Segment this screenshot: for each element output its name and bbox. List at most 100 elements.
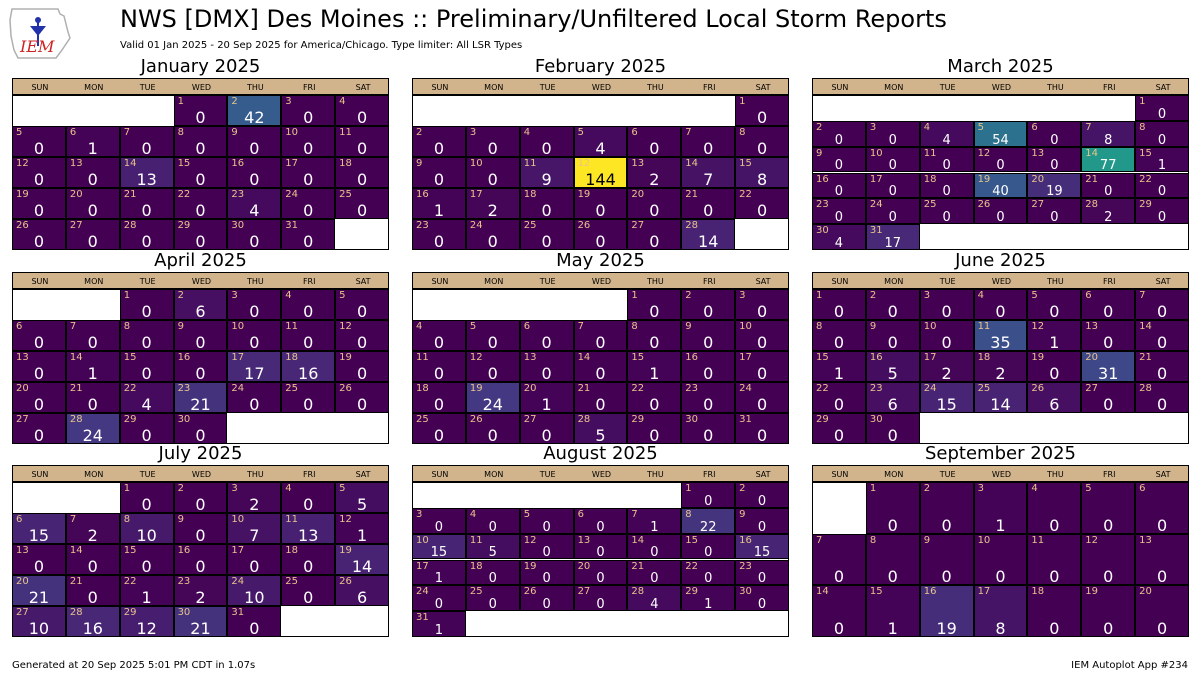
day-number: 15 bbox=[123, 545, 137, 556]
report-count: 0 bbox=[888, 132, 897, 148]
report-count: 0 bbox=[33, 333, 45, 352]
day-cell: 24 15 bbox=[919, 382, 974, 413]
day-number: 11 bbox=[285, 321, 299, 332]
day-number: 28 bbox=[123, 220, 137, 231]
day-cell: 12 1 bbox=[335, 513, 389, 544]
day-cell: 12 0 bbox=[335, 320, 389, 351]
day-cell: 12 144 bbox=[573, 157, 628, 188]
day-number: 28 bbox=[631, 586, 645, 598]
report-count: 0 bbox=[649, 302, 660, 321]
day-number: 29 bbox=[123, 607, 137, 618]
day-cell: 16 1 bbox=[412, 188, 466, 219]
day-number: 5 bbox=[339, 290, 346, 301]
day-number: 2 bbox=[816, 121, 823, 133]
day-number: 22 bbox=[123, 383, 137, 394]
day-number: 8 bbox=[123, 321, 131, 332]
day-cell: 18 0 bbox=[519, 188, 574, 219]
report-count: 1 bbox=[833, 364, 845, 383]
report-count: 0 bbox=[433, 395, 445, 414]
day-cell: 28 2 bbox=[1081, 198, 1136, 225]
report-count: 0 bbox=[195, 108, 206, 127]
day-cell: 22 0 bbox=[812, 382, 866, 413]
day-cell: 29 0 bbox=[119, 413, 174, 444]
day-number: 14 bbox=[577, 352, 591, 363]
report-count: 0 bbox=[833, 618, 845, 638]
day-cell: 20 0 bbox=[1135, 585, 1189, 637]
day-number: 6 bbox=[1139, 483, 1146, 494]
weekday-label: THU bbox=[246, 277, 264, 286]
day-cell: 25 0 bbox=[281, 575, 336, 606]
report-count: 0 bbox=[1103, 567, 1114, 587]
day-number: 30 bbox=[177, 414, 191, 425]
day-number: 17 bbox=[869, 173, 883, 185]
day-number: 9 bbox=[416, 158, 423, 169]
day-cell: 29 0 bbox=[812, 413, 866, 444]
report-count: 0 bbox=[195, 557, 206, 576]
day-number: 5 bbox=[523, 508, 531, 520]
weekday-label: FRI bbox=[702, 83, 716, 92]
report-count: 0 bbox=[303, 333, 314, 352]
report-count: 0 bbox=[650, 545, 659, 561]
day-number: 26 bbox=[16, 220, 29, 231]
report-count: 12 bbox=[136, 619, 157, 638]
weekday-header: SUN MON TUE WED THU FRI SAT bbox=[12, 272, 389, 289]
day-number: 14 bbox=[69, 545, 83, 556]
report-count: 19 bbox=[936, 618, 957, 638]
report-count: 0 bbox=[595, 364, 606, 383]
day-cell: 20 31 bbox=[1081, 351, 1136, 383]
report-count: 0 bbox=[596, 519, 605, 535]
day-number: 11 bbox=[1031, 534, 1045, 546]
report-count: 0 bbox=[941, 333, 952, 352]
report-count: 0 bbox=[888, 210, 897, 226]
report-count: 0 bbox=[141, 232, 152, 251]
day-number: 13 bbox=[1085, 321, 1099, 332]
day-number: 7 bbox=[1085, 121, 1092, 133]
weekday-label: FRI bbox=[702, 470, 716, 479]
day-number: 30 bbox=[816, 225, 829, 237]
weekday-label: SUN bbox=[831, 277, 849, 286]
report-count: 0 bbox=[1103, 395, 1114, 414]
report-count: 0 bbox=[433, 170, 445, 189]
day-number: 20 bbox=[16, 383, 29, 394]
report-count: 1 bbox=[87, 139, 98, 158]
day-number: 10 bbox=[231, 514, 245, 525]
report-count: 0 bbox=[33, 364, 45, 383]
report-count: 0 bbox=[195, 170, 206, 189]
day-number: 7 bbox=[577, 321, 584, 332]
report-count: 2 bbox=[249, 495, 260, 514]
day-number: 1 bbox=[631, 290, 638, 301]
day-number: 26 bbox=[339, 383, 352, 394]
day-number: 14 bbox=[1139, 321, 1152, 332]
weekday-label: SUN bbox=[31, 83, 49, 92]
weekday-label: WED bbox=[591, 277, 612, 286]
day-cell: 15 1 bbox=[812, 351, 866, 382]
day-number: 24 bbox=[285, 189, 299, 200]
report-count: 0 bbox=[1049, 567, 1060, 587]
day-cell: 18 0 bbox=[281, 544, 336, 575]
day-cell: 18 0 bbox=[465, 559, 520, 586]
day-cell: 13 0 bbox=[1135, 533, 1189, 586]
report-count: 31 bbox=[1098, 364, 1119, 383]
day-cell: 20 0 bbox=[573, 559, 628, 586]
day-number: 17 bbox=[231, 352, 245, 363]
report-count: 0 bbox=[942, 184, 951, 200]
day-number: 2 bbox=[869, 290, 877, 301]
day-number: 31 bbox=[416, 612, 429, 624]
day-number: 3 bbox=[469, 127, 477, 138]
weekday-label: MON bbox=[84, 470, 104, 479]
report-count: 1 bbox=[704, 597, 713, 613]
report-count: 0 bbox=[757, 571, 767, 587]
report-count: 0 bbox=[756, 302, 768, 321]
day-number: 9 bbox=[177, 321, 184, 332]
report-count: 0 bbox=[303, 170, 314, 189]
report-count: 2 bbox=[649, 170, 660, 189]
report-count: 0 bbox=[756, 426, 768, 445]
report-count: 0 bbox=[941, 302, 952, 321]
day-cell: 31 0 bbox=[281, 219, 336, 250]
report-count: 0 bbox=[942, 210, 951, 226]
